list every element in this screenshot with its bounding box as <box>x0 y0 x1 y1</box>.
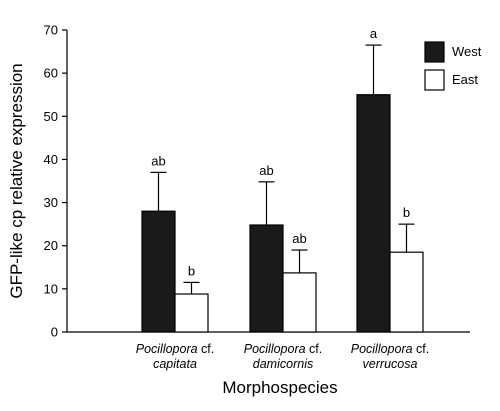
y-tick-label: 20 <box>44 238 58 253</box>
significance-label: b <box>403 205 410 220</box>
significance-label: ab <box>292 231 306 246</box>
category-label-species: damicornis <box>253 357 313 371</box>
category-label: Pocillopora cf. <box>136 342 215 356</box>
bar-east <box>282 272 317 333</box>
significance-label: b <box>188 263 195 278</box>
category-label-species: verrucosa <box>363 357 418 371</box>
y-tick-label: 50 <box>44 109 58 124</box>
legend-swatch-west <box>424 41 445 63</box>
bar-west <box>356 94 391 333</box>
significance-label: a <box>370 26 378 41</box>
bar-east <box>174 293 209 333</box>
bar-west <box>141 210 176 333</box>
category-label: Pocillopora cf. <box>351 342 430 356</box>
legend-label-east: East <box>452 72 478 87</box>
significance-label: ab <box>151 153 165 168</box>
axes: 0 10 20 30 40 50 60 70 <box>44 23 470 340</box>
legend-label-west: West <box>452 44 482 59</box>
x-axis-label: Morphospecies <box>222 378 337 397</box>
y-tick-label: 10 <box>44 281 58 296</box>
category-label: Pocillopora cf. <box>244 342 323 356</box>
y-tick-label: 60 <box>44 66 58 81</box>
y-tick-label: 70 <box>44 23 58 38</box>
y-tick-label: 0 <box>51 325 58 340</box>
legend-swatch-east <box>424 69 445 91</box>
y-axis-label: GFP-like cp relative expression <box>7 63 26 298</box>
significance-label: ab <box>259 163 273 178</box>
bars <box>141 44 424 333</box>
category-label-species: capitata <box>153 357 197 371</box>
bar-east <box>389 251 424 333</box>
y-tick-label: 30 <box>44 195 58 210</box>
bar-west <box>249 224 284 333</box>
y-tick-label: 40 <box>44 152 58 167</box>
legend: West East <box>424 41 482 91</box>
